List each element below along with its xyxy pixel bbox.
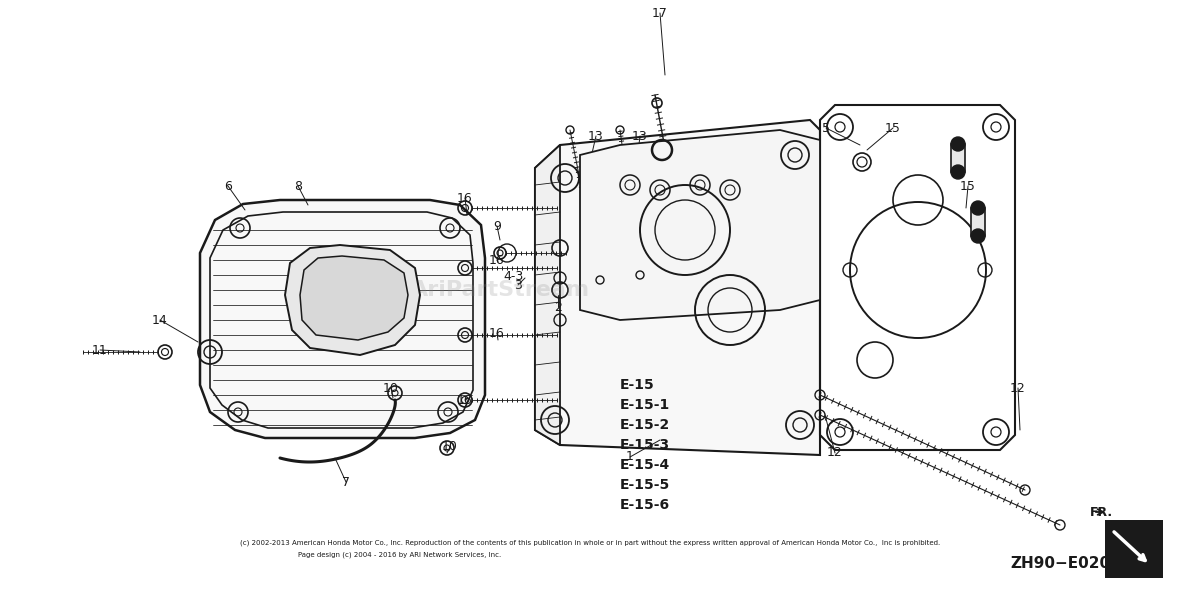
Polygon shape [581, 130, 820, 320]
Text: ZH90−E0200A: ZH90−E0200A [1010, 555, 1133, 571]
Circle shape [971, 229, 985, 243]
Bar [971, 208, 985, 236]
Text: 17: 17 [653, 6, 668, 19]
Circle shape [951, 137, 965, 151]
Text: 16: 16 [490, 326, 505, 339]
Text: 12: 12 [827, 446, 843, 459]
Polygon shape [535, 145, 560, 445]
Text: 15: 15 [961, 180, 976, 193]
Text: 6: 6 [224, 180, 232, 193]
Text: 3: 3 [514, 279, 522, 292]
Text: E-15-2: E-15-2 [620, 418, 670, 432]
Text: 10: 10 [442, 441, 458, 454]
Polygon shape [286, 245, 420, 355]
Text: E-15-5: E-15-5 [620, 478, 670, 492]
Text: 13: 13 [588, 130, 604, 143]
Text: E-15-3: E-15-3 [620, 438, 670, 452]
Text: 12: 12 [1010, 382, 1025, 395]
Text: 4-3: 4-3 [503, 270, 523, 283]
Polygon shape [300, 256, 408, 340]
Text: Page design (c) 2004 - 2016 by ARI Network Services, Inc.: Page design (c) 2004 - 2016 by ARI Netwo… [299, 552, 502, 558]
Text: 5: 5 [822, 121, 830, 134]
Text: E-15-1: E-15-1 [620, 398, 670, 412]
Circle shape [324, 270, 380, 326]
Text: 8: 8 [294, 180, 302, 193]
Polygon shape [535, 120, 820, 455]
Text: E-15-4: E-15-4 [620, 458, 670, 472]
Text: 10: 10 [384, 382, 399, 395]
Text: 13: 13 [632, 130, 648, 143]
Circle shape [971, 201, 985, 215]
Bar [951, 144, 965, 172]
Text: 15: 15 [885, 121, 902, 134]
Text: AriPartStream: AriPartStream [411, 280, 590, 300]
Circle shape [951, 165, 965, 179]
Text: 7: 7 [342, 475, 350, 488]
Text: 1: 1 [627, 451, 634, 464]
Polygon shape [199, 200, 485, 438]
Text: 16: 16 [490, 253, 505, 266]
Text: E-15-6: E-15-6 [620, 498, 670, 512]
Text: 2: 2 [555, 300, 562, 313]
Text: (c) 2002-2013 American Honda Motor Co., Inc. Reproduction of the contents of thi: (c) 2002-2013 American Honda Motor Co., … [240, 540, 940, 546]
Text: FR.: FR. [1090, 505, 1113, 518]
Text: E-15: E-15 [620, 378, 655, 392]
Text: 16: 16 [457, 191, 473, 204]
Text: 14: 14 [152, 313, 168, 326]
Text: 11: 11 [92, 343, 107, 356]
Bar [1104, 520, 1163, 578]
Text: 16: 16 [457, 393, 473, 406]
Text: 9: 9 [493, 220, 501, 233]
